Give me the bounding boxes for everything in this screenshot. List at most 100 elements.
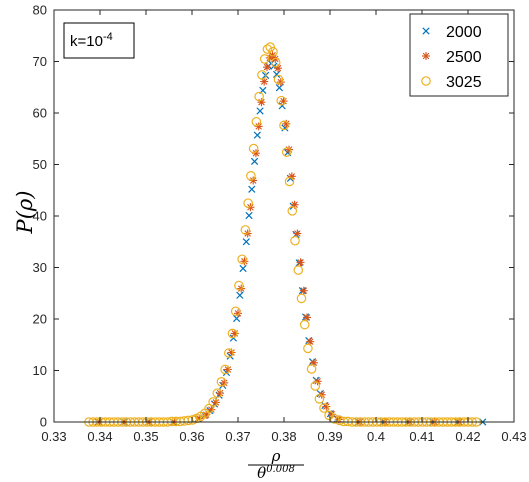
- data-point-2000: [273, 70, 281, 78]
- data-point-3025: [248, 143, 259, 154]
- data-point-3025: [230, 306, 241, 317]
- data-point-3025: [243, 198, 253, 208]
- x-tick-label: 0.34: [87, 429, 112, 444]
- data-point-3025: [319, 403, 329, 413]
- y-tick-label: 70: [33, 54, 47, 69]
- data-point-2500: [254, 122, 263, 131]
- y-tick-label: 50: [33, 157, 47, 172]
- data-point-2000: [253, 131, 261, 139]
- axis-ticks: 0.33 0.34 0.35 0.36 0.37 0.38 0.39 0.4 0.41 0.42 0…: [33, 3, 527, 445]
- data-point-3025: [273, 74, 284, 85]
- data-point-3025: [306, 364, 317, 374]
- x-tick-label: 0.37: [225, 429, 250, 444]
- data-point-3025: [212, 388, 223, 398]
- y-axis-title: P(ρ): [13, 191, 37, 235]
- data-point-3025: [220, 364, 230, 375]
- data-point-2500: [287, 172, 296, 181]
- data-point-2500: [249, 176, 258, 185]
- data-point-3025: [290, 235, 300, 246]
- y-tick-label: 40: [33, 209, 47, 224]
- legend: 2000 2500 3025: [409, 13, 509, 97]
- annotation-base: k=10: [70, 33, 103, 50]
- data-point-2500: [262, 63, 271, 72]
- y-tick-label: 10: [33, 363, 47, 378]
- data-point-3025: [296, 293, 307, 304]
- x-axis-title-numerator: ρ: [271, 447, 281, 465]
- y-tick-label: 0: [40, 415, 47, 430]
- x-tick-label: 0.38: [271, 429, 296, 444]
- data-point-3025: [246, 171, 256, 181]
- legend-label-2500: 2500: [446, 49, 482, 66]
- data-point-3025: [204, 403, 214, 414]
- x-tick-label: 0.33: [41, 429, 66, 444]
- data-point-2000: [275, 84, 284, 92]
- legend-label-3025: 3025: [446, 74, 482, 91]
- data-point-3025: [303, 343, 313, 354]
- data-point-2500: [285, 145, 294, 154]
- data-point-2500: [303, 313, 311, 322]
- x-tick-label: 0.35: [133, 429, 158, 444]
- data-point-3025: [281, 147, 292, 157]
- data-point-2500: [216, 389, 225, 398]
- data-point-3025: [310, 381, 321, 391]
- data-point-2500: [293, 229, 302, 238]
- data-point-2000: [239, 264, 247, 273]
- data-point-3025: [187, 415, 198, 425]
- x-axis-title-denominator-exponent: 0.008: [266, 464, 295, 475]
- data-point-2000: [242, 238, 250, 246]
- data-point-2000: [232, 314, 241, 323]
- axes-box: [53, 9, 515, 423]
- data-point-2500: [276, 78, 285, 87]
- x-tick-label: 0.4: [367, 429, 385, 444]
- data-point-3025: [314, 394, 325, 404]
- data-point-3025: [208, 397, 218, 407]
- legend-label-2000: 2000: [446, 24, 482, 41]
- data-point-3025: [216, 377, 227, 387]
- data-point-3025: [265, 42, 275, 52]
- x-tick-label: 0.43: [501, 429, 526, 444]
- svg-text:P(ρ): P(ρ): [13, 191, 37, 235]
- data-point-3025: [293, 265, 304, 275]
- annotation-border: [63, 22, 135, 59]
- plot-area: [84, 42, 487, 427]
- data-point-2500: [240, 257, 249, 266]
- data-point-3025: [287, 206, 298, 216]
- data-point-2000: [281, 124, 289, 132]
- legend-marker-2500: [422, 52, 430, 60]
- y-axis-title-text: P(ρ): [13, 191, 37, 235]
- data-point-3025: [299, 319, 310, 330]
- svg-text:k=10-4: k=10-4: [70, 31, 113, 50]
- data-point-3025: [270, 57, 281, 68]
- legend-marker-3025: [421, 76, 431, 86]
- y-tick-label: 30: [33, 260, 47, 275]
- data-point-3025: [276, 95, 287, 106]
- data-point-2000: [236, 291, 244, 299]
- data-point-3025: [268, 46, 278, 57]
- x-tick-label: 0.36: [179, 429, 204, 444]
- data-point-3025: [251, 116, 262, 127]
- data-point-3025: [227, 328, 238, 339]
- y-tick-label: 20: [33, 312, 47, 327]
- data-point-3025: [237, 254, 247, 265]
- data-point-3025: [257, 70, 267, 80]
- x-axis-title: ρ θ0.008: [248, 447, 304, 482]
- x-tick-label: 0.41: [409, 429, 434, 444]
- data-point-2500: [251, 149, 260, 158]
- data-point-3025: [224, 348, 234, 358]
- data-point-3025: [284, 176, 295, 187]
- y-tick-label: 80: [33, 3, 47, 18]
- y-tick-label: 60: [33, 106, 47, 121]
- data-point-3025: [259, 54, 270, 64]
- data-point-2000: [245, 211, 253, 220]
- data-point-3025: [254, 91, 264, 102]
- legend-marker-2000: [422, 27, 430, 35]
- annotation-box: k=10-4: [63, 22, 135, 59]
- data-point-3025: [234, 280, 244, 291]
- data-point-2500: [227, 348, 236, 357]
- data-point-2000: [248, 185, 256, 193]
- data-point-3025: [279, 120, 289, 131]
- annotation-exponent: -4: [103, 31, 113, 43]
- data-point-3025: [262, 44, 273, 54]
- data-point-2000: [256, 107, 264, 115]
